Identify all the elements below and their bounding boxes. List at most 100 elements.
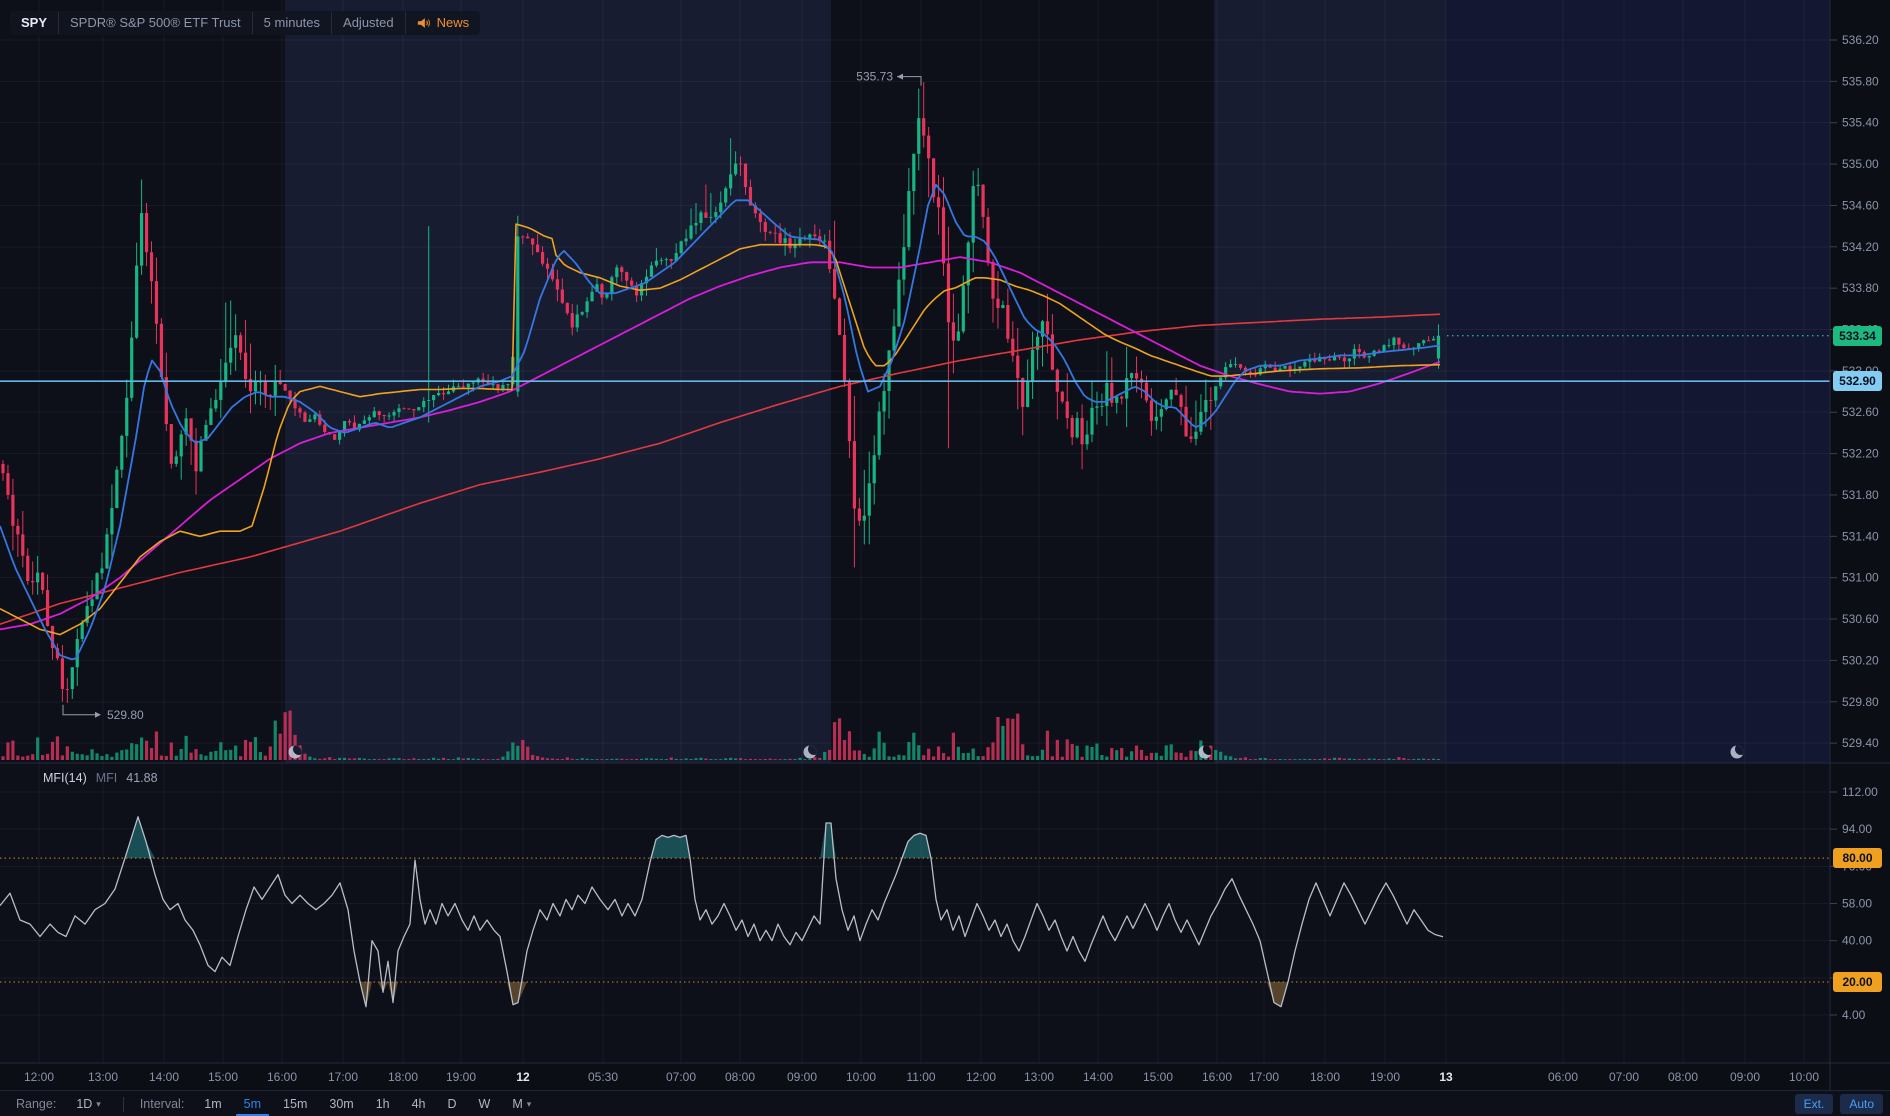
indicator-legend[interactable]: MFI(14) MFI 41.88 <box>43 771 158 785</box>
svg-text:18:00: 18:00 <box>388 1070 418 1084</box>
range-value: 1D <box>76 1097 93 1111</box>
svg-text:535.40: 535.40 <box>1842 116 1879 130</box>
svg-text:12:00: 12:00 <box>24 1070 54 1084</box>
axis-labels: 536.20 535.80 535.40 535.00 534.60 534.20 533.… <box>24 33 1879 1084</box>
svg-text:529.80: 529.80 <box>107 708 144 722</box>
svg-text:09:00: 09:00 <box>787 1070 817 1084</box>
svg-text:533.80: 533.80 <box>1842 281 1879 295</box>
ext-session-button[interactable]: Ext. <box>1794 1094 1834 1114</box>
svg-text:40.00: 40.00 <box>1842 934 1872 948</box>
ma-line-yellow <box>0 223 1441 636</box>
interval-button-W[interactable]: W <box>478 1097 491 1111</box>
svg-text:05:30: 05:30 <box>588 1070 618 1084</box>
interval-button-M[interactable]: M ▾ <box>512 1097 532 1111</box>
svg-text:535.80: 535.80 <box>1842 74 1879 88</box>
moon-icon <box>1730 745 1744 759</box>
ma-line-blue <box>0 183 1441 661</box>
svg-text:58.00: 58.00 <box>1842 896 1872 910</box>
symbol-label[interactable]: SPY <box>10 12 60 34</box>
toolbar-divider <box>122 1096 124 1112</box>
price-axis-bg <box>1830 0 1890 1090</box>
interval-button-1m[interactable]: 1m <box>204 1097 222 1111</box>
interval-label: Interval: <box>139 1097 185 1111</box>
svg-text:09:00: 09:00 <box>1730 1070 1760 1084</box>
svg-text:530.60: 530.60 <box>1842 612 1879 626</box>
moon-icon <box>288 745 302 759</box>
chevron-down-icon: ▾ <box>526 1098 532 1109</box>
svg-text:531.00: 531.00 <box>1842 571 1879 585</box>
range-selector[interactable]: 1D ▾ <box>74 1091 103 1116</box>
svg-text:18:00: 18:00 <box>1310 1070 1340 1084</box>
svg-text:529.80: 529.80 <box>1842 695 1879 709</box>
pane-separators <box>0 0 1890 1090</box>
svg-text:13:00: 13:00 <box>88 1070 118 1084</box>
symbol-description[interactable]: SPDR® S&P 500® ETF Trust <box>59 12 253 34</box>
svg-text:10:00: 10:00 <box>846 1070 876 1084</box>
svg-text:531.40: 531.40 <box>1842 529 1879 543</box>
interval-button-5m[interactable]: 5m <box>235 1091 270 1116</box>
interval-label[interactable]: 5 minutes <box>253 12 333 34</box>
interval-button-15m[interactable]: 15m <box>283 1097 308 1111</box>
svg-text:532.60: 532.60 <box>1842 405 1879 419</box>
svg-text:4.00: 4.00 <box>1842 1008 1866 1022</box>
mfi-upper-band-badge: 80.00 <box>1833 848 1882 869</box>
svg-text:532.20: 532.20 <box>1842 447 1879 461</box>
svg-text:535.73: 535.73 <box>856 70 893 84</box>
svg-text:529.40: 529.40 <box>1842 736 1879 750</box>
interval-button-group: 1m 5m 15m 30m 1h 4h D W M ▾ <box>184 1091 533 1116</box>
interval-button-30m[interactable]: 30m <box>329 1097 354 1111</box>
svg-text:531.80: 531.80 <box>1842 488 1879 502</box>
svg-text:534.20: 534.20 <box>1842 240 1879 254</box>
price-scale[interactable] <box>1830 0 1890 1063</box>
svg-text:112.00: 112.00 <box>1842 785 1878 799</box>
auto-scale-button[interactable]: Auto <box>1840 1094 1883 1114</box>
news-label: News <box>436 15 470 30</box>
svg-text:534.60: 534.60 <box>1842 198 1879 212</box>
svg-text:12: 12 <box>516 1070 530 1084</box>
interval-button-1h[interactable]: 1h <box>375 1097 390 1111</box>
mfi-pane-bg <box>0 763 1830 1063</box>
svg-text:07:00: 07:00 <box>1609 1070 1639 1084</box>
svg-text:11:00: 11:00 <box>906 1070 935 1084</box>
interval-button-4h[interactable]: 4h <box>411 1097 426 1111</box>
svg-text:06:00: 06:00 <box>1548 1070 1578 1084</box>
svg-text:17:00: 17:00 <box>328 1070 358 1084</box>
mfi-lower-band-badge: 20.00 <box>1833 971 1882 992</box>
svg-text:07:00: 07:00 <box>666 1070 696 1084</box>
svg-text:14:00: 14:00 <box>149 1070 179 1084</box>
svg-text:12:00: 12:00 <box>966 1070 996 1084</box>
svg-text:15:00: 15:00 <box>208 1070 238 1084</box>
moon-icon <box>803 745 817 759</box>
range-label: Range: <box>16 1097 57 1111</box>
svg-text:94.00: 94.00 <box>1842 822 1872 836</box>
moon-icons <box>288 745 1744 759</box>
last-price-badge: 533.34 <box>1833 325 1882 346</box>
interval-button-D[interactable]: D <box>447 1097 457 1111</box>
indicator-series-label: MFI <box>95 771 118 785</box>
indicator-title: MFI(14) <box>43 771 87 785</box>
svg-text:19:00: 19:00 <box>446 1070 476 1084</box>
ma-line-red <box>0 313 1441 625</box>
svg-text:535.00: 535.00 <box>1842 157 1879 171</box>
moon-icon <box>1198 745 1212 759</box>
mfi-overbought-fill <box>0 816 1443 859</box>
news-button[interactable]: News <box>406 12 481 34</box>
adjusted-toggle[interactable]: Adjusted <box>332 12 406 34</box>
svg-text:08:00: 08:00 <box>1668 1070 1698 1084</box>
time-axis-bg <box>0 1063 1830 1090</box>
svg-text:16:00: 16:00 <box>267 1070 297 1084</box>
speaker-icon <box>417 16 431 30</box>
time-scale[interactable] <box>0 1063 1830 1090</box>
ma-line-magenta <box>0 256 1441 631</box>
svg-text:16:00: 16:00 <box>1202 1070 1232 1084</box>
svg-text:15:00: 15:00 <box>1143 1070 1173 1084</box>
svg-text:13: 13 <box>1439 1070 1453 1084</box>
svg-text:08:00: 08:00 <box>725 1070 755 1084</box>
svg-text:530.20: 530.20 <box>1842 653 1879 667</box>
svg-text:14:00: 14:00 <box>1083 1070 1113 1084</box>
chevron-down-icon: ▾ <box>96 1098 101 1109</box>
svg-text:536.20: 536.20 <box>1842 33 1879 47</box>
svg-text:13:00: 13:00 <box>1024 1070 1054 1084</box>
